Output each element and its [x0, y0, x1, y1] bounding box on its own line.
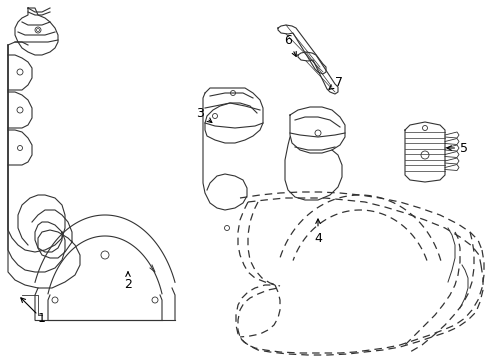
Text: 2: 2 — [124, 272, 132, 292]
Text: 7: 7 — [328, 76, 342, 89]
Text: 3: 3 — [196, 107, 211, 122]
Text: 1: 1 — [38, 311, 46, 324]
Text: 4: 4 — [313, 219, 321, 244]
Text: 6: 6 — [284, 33, 296, 57]
Text: 5: 5 — [446, 141, 467, 154]
